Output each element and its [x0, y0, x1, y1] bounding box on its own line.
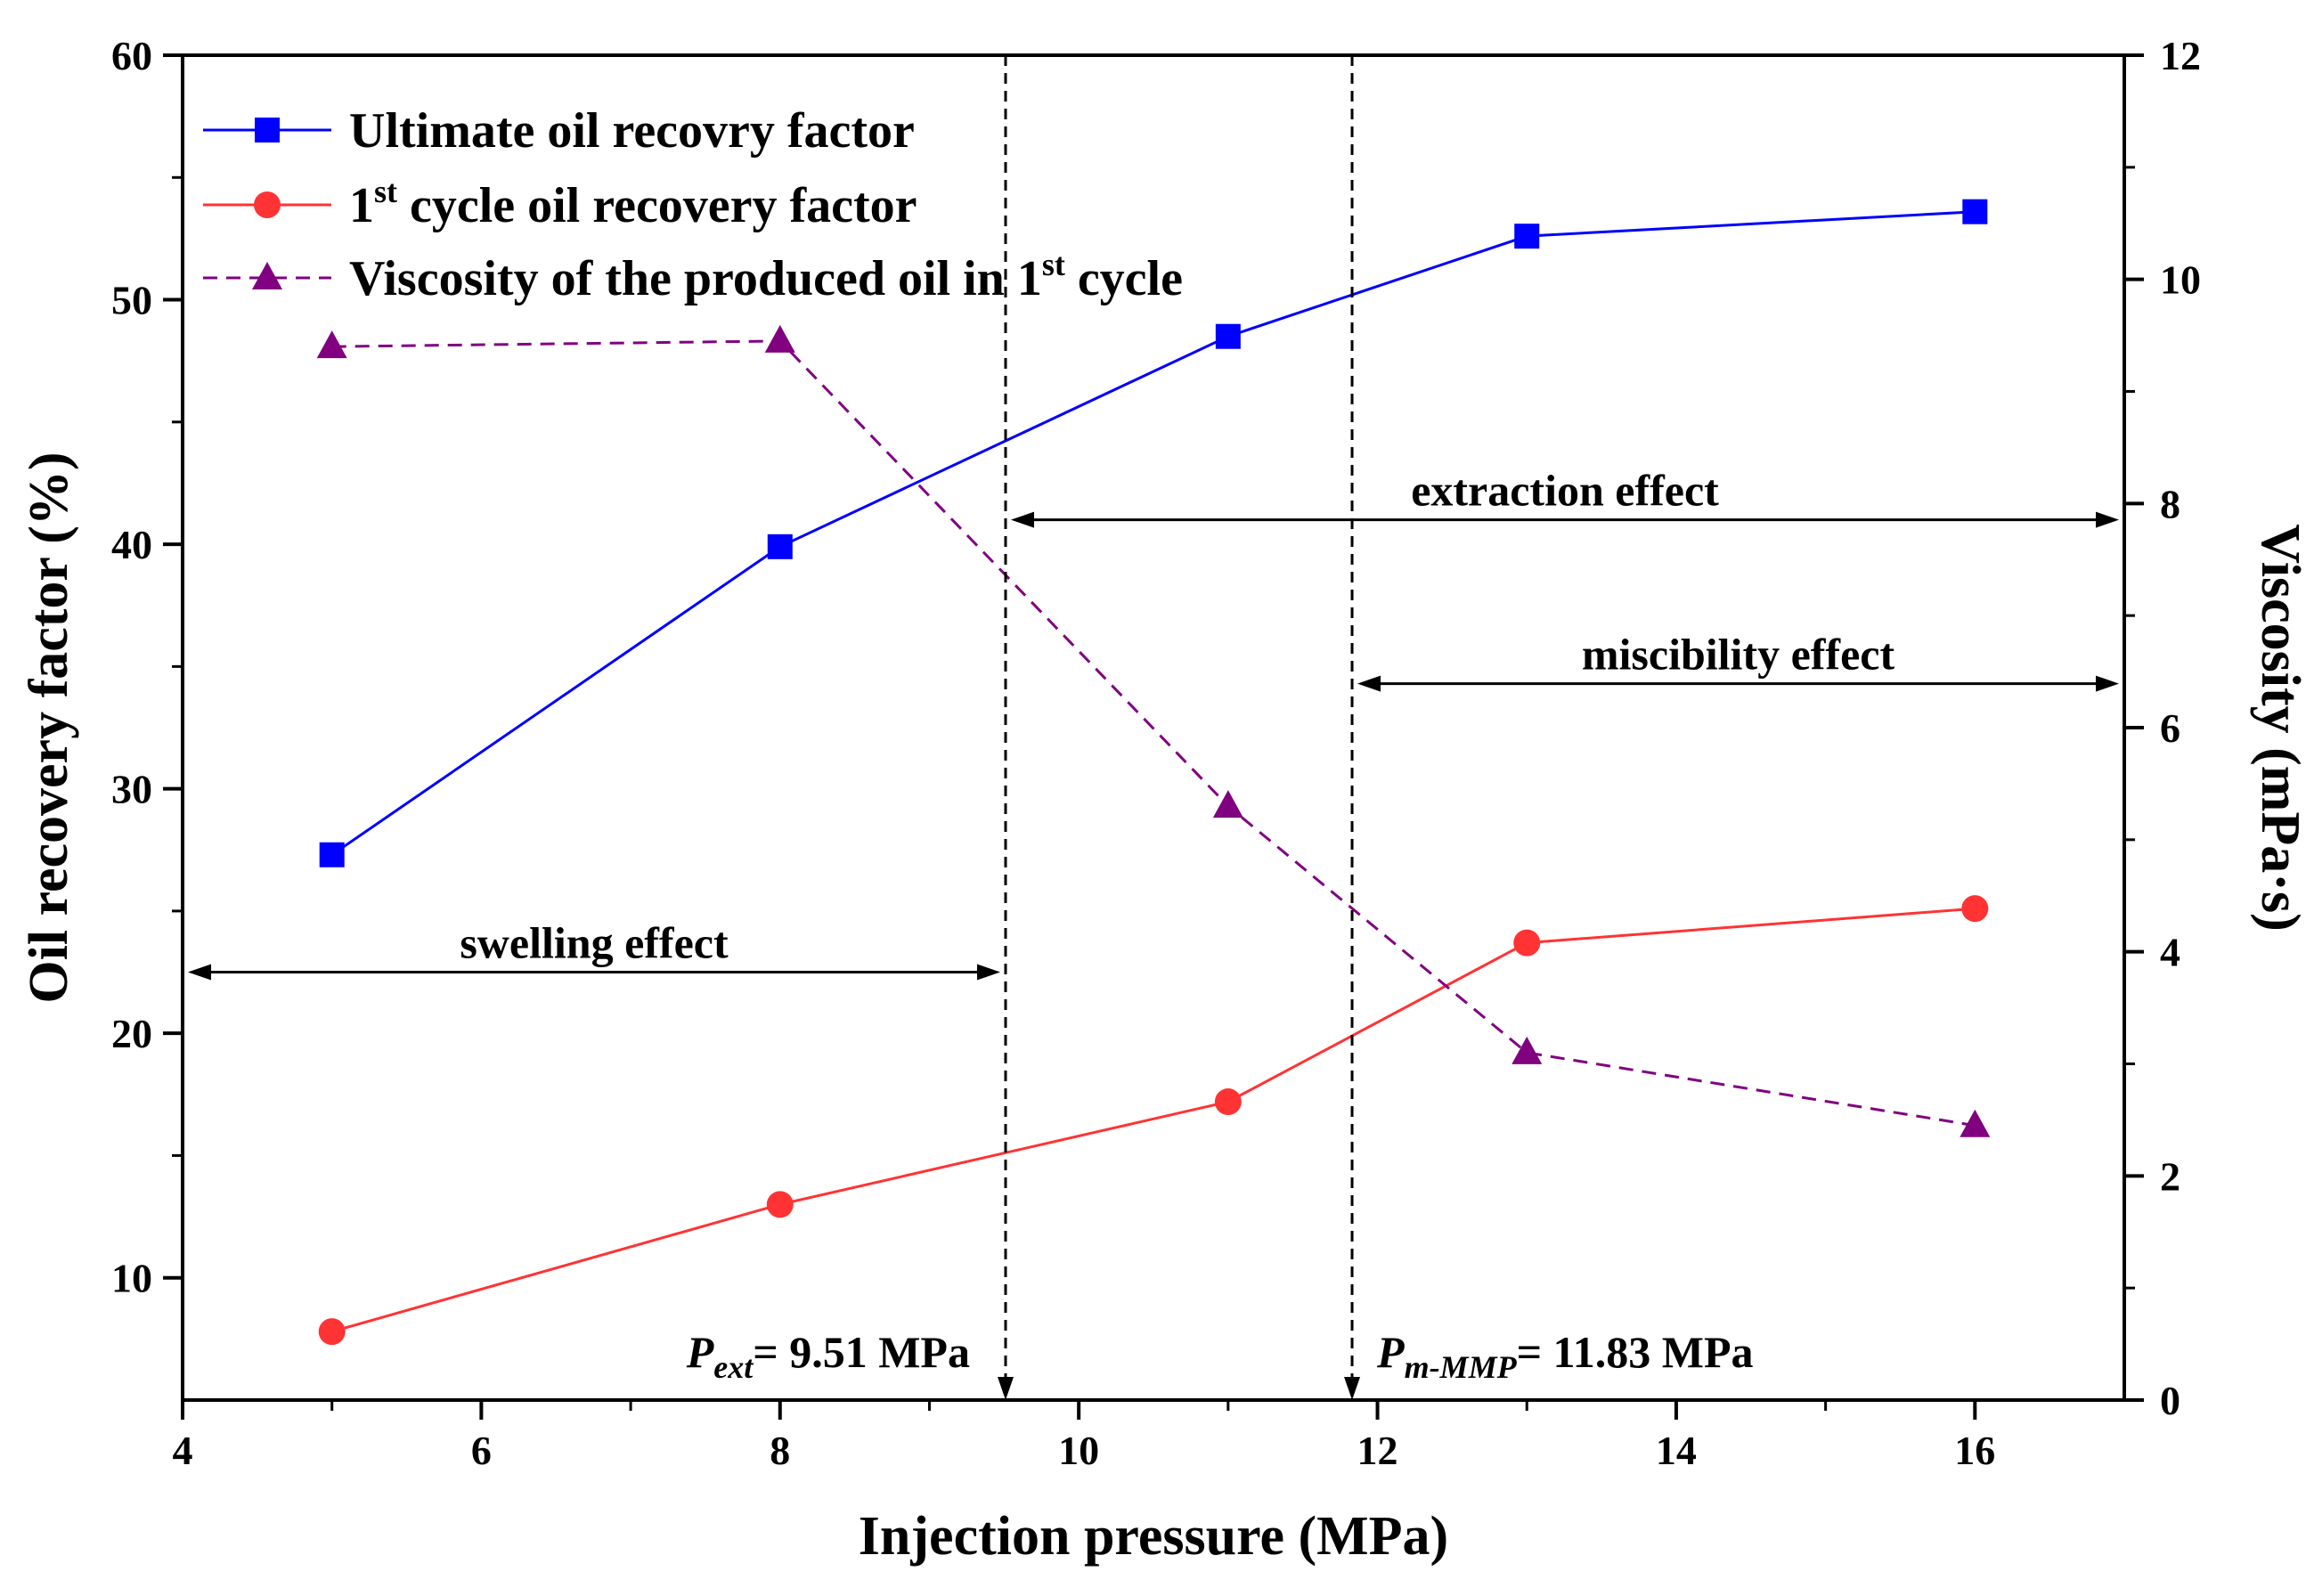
range-arrow-1-head-right [2096, 511, 2119, 528]
legend-label-0: Ultimate oil recovry factor [349, 103, 915, 159]
range-arrow-2-head-left [1357, 675, 1381, 692]
y-tick-label: 30 [111, 767, 152, 812]
legend: Ultimate oil recovry factor 1st cycle oil… [203, 103, 1183, 306]
range-arrow-1-head-left [1010, 511, 1034, 528]
series-1-point [318, 1318, 346, 1346]
x-tick-label: 8 [770, 1428, 790, 1473]
legend-marker-1 [254, 191, 281, 218]
series-2-point [1212, 790, 1243, 818]
annotation-layer: Pext= 9.51 MPa Pm-MMP= 11.83 MPa swelling … [188, 55, 2119, 1400]
series-1-point [1214, 1088, 1242, 1116]
range-label-1: extraction effect [1411, 466, 1719, 516]
series-2-point [1960, 1109, 1991, 1137]
y-tick-label: 50 [111, 278, 152, 323]
x-axis-title: Injection pressure (MPa) [859, 1506, 1448, 1567]
y-tick-label: 10 [111, 1256, 152, 1301]
y-tick-label: 20 [111, 1011, 152, 1056]
range-arrow-0-head-right [976, 964, 1000, 981]
series-2-point [764, 324, 795, 353]
x-tick-label: 6 [471, 1428, 492, 1473]
y-tick-label: 60 [111, 33, 152, 78]
y2-tick-label: 8 [2160, 481, 2180, 526]
series-2-line [331, 339, 1976, 1128]
y-axis-title: Oil recovery factor (%) [19, 452, 79, 1003]
y2-tick-label: 2 [2160, 1153, 2180, 1199]
range-arrow-0-head-left [188, 964, 211, 981]
legend-marker-0 [255, 118, 280, 142]
x-tick-label: 14 [1656, 1428, 1697, 1473]
x-tick-label: 12 [1357, 1428, 1398, 1473]
legend-label-1: 1st cycle oil recovery factor [349, 174, 917, 233]
series-1-point [766, 1191, 794, 1218]
legend-marker-2 [252, 262, 282, 289]
vline-arrow-1 [1344, 1377, 1361, 1400]
y2-tick-label: 6 [2160, 705, 2180, 751]
series-2-point [1512, 1036, 1543, 1064]
x-tick-label: 10 [1058, 1428, 1099, 1473]
y2-tick-label: 10 [2160, 257, 2201, 303]
y2-tick-label: 12 [2160, 33, 2201, 78]
x-tick-label: 4 [173, 1428, 193, 1473]
plot-layer [316, 199, 1991, 1346]
series-1-point [1513, 929, 1541, 957]
y2-tick-label: 4 [2160, 930, 2180, 975]
series-0-point [1962, 199, 1988, 224]
legend-label-2: Viscosity of the produced oil in 1st cyc… [349, 247, 1183, 306]
range-arrow-2-head-right [2096, 675, 2119, 692]
y-tick-label: 40 [111, 522, 152, 567]
series-0-line [330, 210, 1976, 856]
series-0-point [1514, 224, 1540, 249]
y2-tick-label: 0 [2160, 1378, 2180, 1423]
range-label-0: swelling effect [460, 918, 729, 968]
vline-label-1: Pm-MMP= 11.83 MPa [1376, 1327, 1754, 1385]
y2-axis-title: Viscosity (mPa·s) [2250, 524, 2306, 931]
series-1-point [1961, 895, 1989, 923]
x-tick-label: 16 [1954, 1428, 1995, 1473]
axes-layer: 4 6 8 10 12 14 16 10 20 30 40 50 60 0 2 4 6 8 10 12 Injectio… [19, 33, 2306, 1567]
series-0-point [767, 533, 793, 559]
vline-arrow-0 [997, 1377, 1014, 1400]
range-label-2: miscibility effect [1582, 630, 1895, 680]
series-2-point [316, 330, 347, 359]
vline-label-0: Pext= 9.51 MPa [686, 1327, 970, 1385]
series-0-point [319, 842, 345, 867]
series-0-point [1215, 323, 1241, 349]
